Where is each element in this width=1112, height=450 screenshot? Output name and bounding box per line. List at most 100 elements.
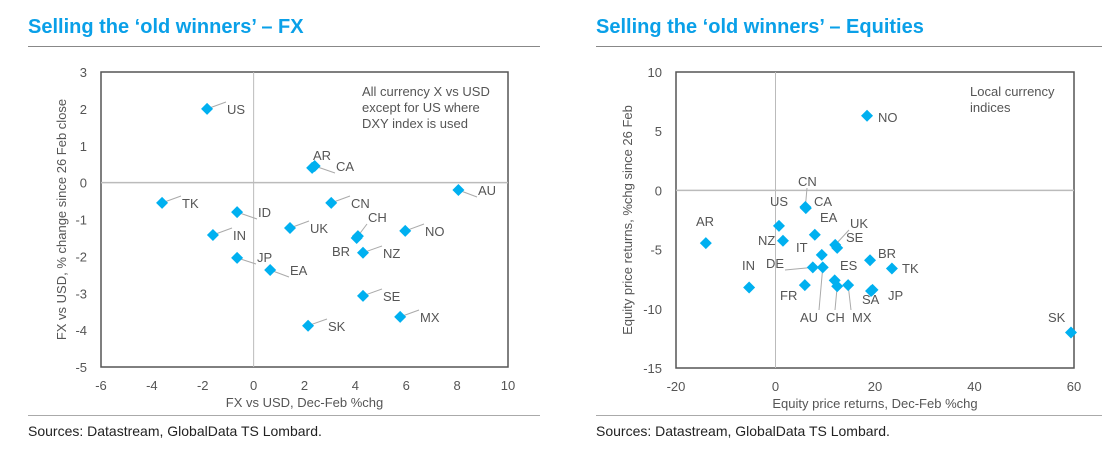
point-marker-mx <box>842 279 855 292</box>
point-marker-ea <box>264 264 277 277</box>
point-label: IN <box>742 258 755 273</box>
x-tick-label: 20 <box>868 379 882 394</box>
x-axis-label: FX vs USD, Dec-Feb %chg <box>226 395 384 410</box>
x-tick-label: 4 <box>352 378 359 393</box>
point-marker-us <box>201 102 214 115</box>
x-tick-label: 40 <box>967 379 981 394</box>
y-tick-label: -2 <box>75 249 87 264</box>
point-label: MX <box>420 310 440 325</box>
x-tick-label: 60 <box>1067 379 1081 394</box>
x-tick-label: 0 <box>250 378 257 393</box>
point-marker-us <box>772 219 785 232</box>
y-tick-label: 1 <box>80 139 87 154</box>
point-label: CA <box>814 194 832 209</box>
fx-bottom-divider <box>28 415 540 416</box>
point-label: NO <box>878 110 898 125</box>
point-marker-in <box>743 281 756 294</box>
point-label: JP <box>888 288 903 303</box>
point-label: SA <box>862 292 880 307</box>
point-marker-in <box>206 228 219 241</box>
point-marker-sk <box>302 319 315 332</box>
x-tick-label: 6 <box>403 378 410 393</box>
point-label: IN <box>233 228 246 243</box>
point-label: ID <box>258 205 271 220</box>
x-tick-label: -2 <box>197 378 209 393</box>
point-marker-ca <box>799 202 812 215</box>
x-tick-label: -4 <box>146 378 158 393</box>
point-label: NZ <box>758 233 775 248</box>
point-marker-no <box>399 224 412 237</box>
point-label: CN <box>351 196 370 211</box>
point-label: AU <box>478 183 496 198</box>
y-tick-label: 5 <box>655 124 662 139</box>
point-marker-se <box>831 241 844 254</box>
point-marker-id <box>231 206 244 219</box>
y-tick-label: 0 <box>655 183 662 198</box>
point-label: ES <box>840 258 858 273</box>
point-label: SE <box>846 230 864 245</box>
point-label: NZ <box>383 246 400 261</box>
equities-chart-title: Selling the ‘old winners’ – Equities <box>596 16 924 38</box>
fx-chart-title: Selling the ‘old winners’ – FX <box>28 16 304 38</box>
point-label: AU <box>800 310 818 325</box>
point-label: DE <box>766 256 784 271</box>
point-marker-au <box>452 184 465 196</box>
point-label: BR <box>878 246 896 261</box>
y-tick-label: 10 <box>648 65 662 80</box>
point-marker-nz <box>776 234 789 247</box>
point-label: UK <box>310 221 328 236</box>
point-marker-mx <box>394 310 407 323</box>
point-marker-no <box>861 109 874 122</box>
x-tick-label: 8 <box>454 378 461 393</box>
point-marker-br <box>350 231 363 244</box>
point-label: FR <box>780 288 797 303</box>
plot-frame <box>675 71 1075 369</box>
x-tick-label: 0 <box>772 379 779 394</box>
y-tick-label: -1 <box>75 213 87 228</box>
y-tick-label: 0 <box>80 176 87 191</box>
point-label: BR <box>332 244 350 259</box>
point-label: SK <box>1048 310 1066 325</box>
point-marker-uk <box>284 221 297 234</box>
point-label: SE <box>383 289 401 304</box>
y-tick-label: 2 <box>80 102 87 117</box>
point-label: US <box>770 194 788 209</box>
point-label: CN <box>798 174 817 189</box>
point-marker-nz <box>357 246 370 259</box>
x-tick-label: 10 <box>501 378 515 393</box>
point-label: AR <box>313 148 331 163</box>
point-label: JP <box>257 250 272 265</box>
point-marker-se <box>357 289 370 302</box>
x-tick-label: -6 <box>95 378 107 393</box>
x-tick-label: -20 <box>667 379 686 394</box>
point-label: US <box>227 102 245 117</box>
x-axis-label: Equity price returns, Dec-Feb %chg <box>772 396 977 411</box>
point-label: EA <box>290 263 308 278</box>
point-marker-ca <box>308 160 321 173</box>
y-tick-label: 3 <box>80 65 87 80</box>
equities-title-divider <box>596 46 1102 47</box>
point-label: NO <box>425 224 445 239</box>
y-tick-label: -3 <box>75 286 87 301</box>
point-marker-de <box>806 261 819 274</box>
point-label: TK <box>182 196 199 211</box>
point-label: EA <box>820 210 838 225</box>
point-marker-au <box>816 261 829 274</box>
point-marker-ea <box>808 228 821 241</box>
annotation-text: except for US where <box>362 100 480 115</box>
fx-source: Sources: Datastream, GlobalData TS Lomba… <box>28 423 322 439</box>
point-marker-tk <box>885 262 898 275</box>
point-label: SK <box>328 319 346 334</box>
point-marker-ch <box>831 280 844 293</box>
annotation-text: DXY index is used <box>362 116 468 131</box>
y-tick-label: -15 <box>643 361 662 376</box>
y-axis-label: Equity price returns, %chg since 26 Feb <box>620 105 635 335</box>
x-tick-label: 2 <box>301 378 308 393</box>
point-marker-cn <box>325 196 338 209</box>
point-label: AR <box>696 214 714 229</box>
point-label: CH <box>368 210 387 225</box>
equities-source: Sources: Datastream, GlobalData TS Lomba… <box>596 423 890 439</box>
y-tick-label: -5 <box>75 360 87 375</box>
point-label: IT <box>796 240 808 255</box>
